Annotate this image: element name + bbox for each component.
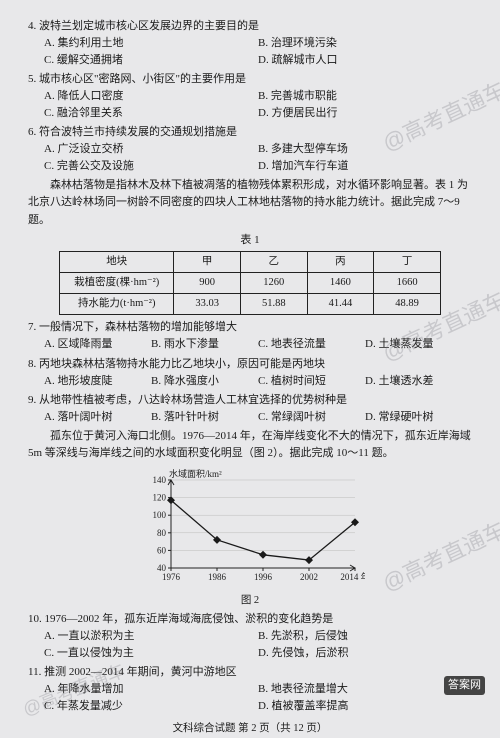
stem: 11. 推测 2002—2014 年期间，黄河中游地区: [28, 664, 472, 681]
table-row: 持水能力(t·hm⁻²) 33.03 51.88 41.44 48.89: [60, 294, 441, 315]
table-1: 表 1 地块 甲 乙 丙 丁 栽植密度(棵·hm⁻²) 900 1260 146…: [59, 232, 441, 316]
svg-text:140: 140: [153, 475, 167, 485]
td: 1660: [374, 272, 441, 293]
opt-c: C. 植树时间短: [258, 373, 365, 390]
table-row: 栽植密度(棵·hm⁻²) 900 1260 1460 1660: [60, 272, 441, 293]
stem: 5. 城市核心区"密路网、小街区"的主要作用是: [28, 71, 472, 88]
opt-a: A. 落叶阔叶树: [44, 409, 151, 426]
opt-d: D. 土壤蒸发量: [365, 336, 472, 353]
options: A. 落叶阔叶树 B. 落叶针叶树 C. 常绿阔叶树 D. 常绿硬叶树: [28, 409, 472, 426]
td: 33.03: [174, 294, 241, 315]
opt-b: B. 先淤积，后侵蚀: [258, 628, 472, 645]
svg-text:1986: 1986: [208, 572, 227, 582]
opt-a: A. 年降水量增加: [44, 681, 258, 698]
table-title: 表 1: [59, 232, 441, 249]
svg-text:100: 100: [153, 510, 167, 520]
th: 丙: [307, 251, 374, 272]
stem: 7. 一般情况下，森林枯落物的增加能够增大: [28, 319, 472, 336]
td: 栽植密度(棵·hm⁻²): [60, 272, 174, 293]
options: A. 集约利用土地 B. 治理环境污染 C. 缓解交通拥堵 D. 疏解城市人口: [28, 35, 472, 69]
opt-c: C. 融洽邻里关系: [44, 105, 258, 122]
stem: 4. 波特兰划定城市核心区发展边界的主要目的是: [28, 18, 472, 35]
opt-b: B. 降水强度小: [151, 373, 258, 390]
td: 51.88: [240, 294, 307, 315]
th: 甲: [174, 251, 241, 272]
stem: 6. 符合波特兰市持续发展的交通规划措施是: [28, 124, 472, 141]
td: 900: [174, 272, 241, 293]
line-chart: 40608010012014019761986199620022014 年水域面…: [135, 466, 365, 609]
opt-d: D. 疏解城市人口: [258, 52, 472, 69]
svg-text:水域面积/km²: 水域面积/km²: [169, 468, 222, 479]
opt-b: B. 多建大型停车场: [258, 141, 472, 158]
opt-a: A. 降低人口密度: [44, 88, 258, 105]
opt-b: B. 雨水下渗量: [151, 336, 258, 353]
opt-b: B. 治理环境污染: [258, 35, 472, 52]
td: 48.89: [374, 294, 441, 315]
opt-b: B. 地表径流量增大: [258, 681, 472, 698]
chart-caption: 图 2: [135, 593, 365, 609]
question-9: 9. 从地带性植被考虑，八达岭林场营造人工林宜选择的优势树种是 A. 落叶阔叶树…: [28, 392, 472, 426]
opt-a: A. 区域降雨量: [44, 336, 151, 353]
svg-text:1996: 1996: [254, 572, 273, 582]
opt-d: D. 方便居民出行: [258, 105, 472, 122]
td: 1260: [240, 272, 307, 293]
opt-c: C. 缓解交通拥堵: [44, 52, 258, 69]
stem: 8. 丙地块森林枯落物持水能力比乙地块小，原因可能是丙地块: [28, 356, 472, 373]
svg-text:2014 年: 2014 年: [340, 571, 365, 582]
opt-d: D. 常绿硬叶树: [365, 409, 472, 426]
opt-c: C. 完善公交及设施: [44, 158, 258, 175]
opt-b: B. 落叶针叶树: [151, 409, 258, 426]
stem: 9. 从地带性植被考虑，八达岭林场营造人工林宜选择的优势树种是: [28, 392, 472, 409]
question-11: 11. 推测 2002—2014 年期间，黄河中游地区 A. 年降水量增加 B.…: [28, 664, 472, 715]
options: A. 区域降雨量 B. 雨水下渗量 C. 地表径流量 D. 土壤蒸发量: [28, 336, 472, 353]
opt-a: A. 一直以淤积为主: [44, 628, 258, 645]
opt-c: C. 常绿阔叶树: [258, 409, 365, 426]
opt-c: C. 一直以侵蚀为主: [44, 645, 258, 662]
options: A. 年降水量增加 B. 地表径流量增大 C. 年蒸发量减少 D. 植被覆盖率提…: [28, 681, 472, 715]
opt-a: A. 广泛设立交桥: [44, 141, 258, 158]
options: A. 一直以淤积为主 B. 先淤积，后侵蚀 C. 一直以侵蚀为主 D. 先侵蚀，…: [28, 628, 472, 662]
th: 乙: [240, 251, 307, 272]
options: A. 广泛设立交桥 B. 多建大型停车场 C. 完善公交及设施 D. 增加汽车行…: [28, 141, 472, 175]
opt-a: A. 集约利用土地: [44, 35, 258, 52]
svg-text:120: 120: [153, 492, 167, 502]
options: A. 降低人口密度 B. 完善城市职能 C. 融洽邻里关系 D. 方便居民出行: [28, 88, 472, 122]
svg-text:2002: 2002: [300, 572, 318, 582]
opt-d: D. 增加汽车行车道: [258, 158, 472, 175]
question-6: 6. 符合波特兰市持续发展的交通规划措施是 A. 广泛设立交桥 B. 多建大型停…: [28, 124, 472, 175]
th: 丁: [374, 251, 441, 272]
opt-a: A. 地形坡度陡: [44, 373, 151, 390]
question-10: 10. 1976—2002 年，孤东近岸海域海底侵蚀、淤积的变化趋势是 A. 一…: [28, 611, 472, 662]
watermark: @高考直通车: [377, 514, 500, 601]
passage-2: 孤东位于黄河入海口北侧。1976—2014 年，在海岸线变化不大的情况下，孤东近…: [28, 428, 472, 462]
th: 地块: [60, 251, 174, 272]
opt-c: C. 地表径流量: [258, 336, 365, 353]
options: A. 地形坡度陡 B. 降水强度小 C. 植树时间短 D. 土壤透水差: [28, 373, 472, 390]
svg-text:60: 60: [157, 545, 167, 555]
stem: 10. 1976—2002 年，孤东近岸海域海底侵蚀、淤积的变化趋势是: [28, 611, 472, 628]
td: 持水能力(t·hm⁻²): [60, 294, 174, 315]
page-footer: 文科综合试题 第 2 页（共 12 页）: [28, 721, 472, 737]
td: 41.44: [307, 294, 374, 315]
opt-d: D. 土壤透水差: [365, 373, 472, 390]
question-8: 8. 丙地块森林枯落物持水能力比乙地块小，原因可能是丙地块 A. 地形坡度陡 B…: [28, 356, 472, 390]
passage-1: 森林枯落物是指林木及林下植被凋落的植物残体累积形成，对水循环影响显著。表 1 为…: [28, 177, 472, 228]
opt-d: D. 先侵蚀，后淤积: [258, 645, 472, 662]
svg-text:80: 80: [157, 528, 167, 538]
svg-text:1976: 1976: [162, 572, 181, 582]
opt-b: B. 完善城市职能: [258, 88, 472, 105]
question-4: 4. 波特兰划定城市核心区发展边界的主要目的是 A. 集约利用土地 B. 治理环…: [28, 18, 472, 69]
question-7: 7. 一般情况下，森林枯落物的增加能够增大 A. 区域降雨量 B. 雨水下渗量 …: [28, 319, 472, 353]
td: 1460: [307, 272, 374, 293]
table-header-row: 地块 甲 乙 丙 丁: [60, 251, 441, 272]
question-5: 5. 城市核心区"密路网、小街区"的主要作用是 A. 降低人口密度 B. 完善城…: [28, 71, 472, 122]
chart-svg: 40608010012014019761986199620022014 年水域面…: [135, 466, 365, 586]
